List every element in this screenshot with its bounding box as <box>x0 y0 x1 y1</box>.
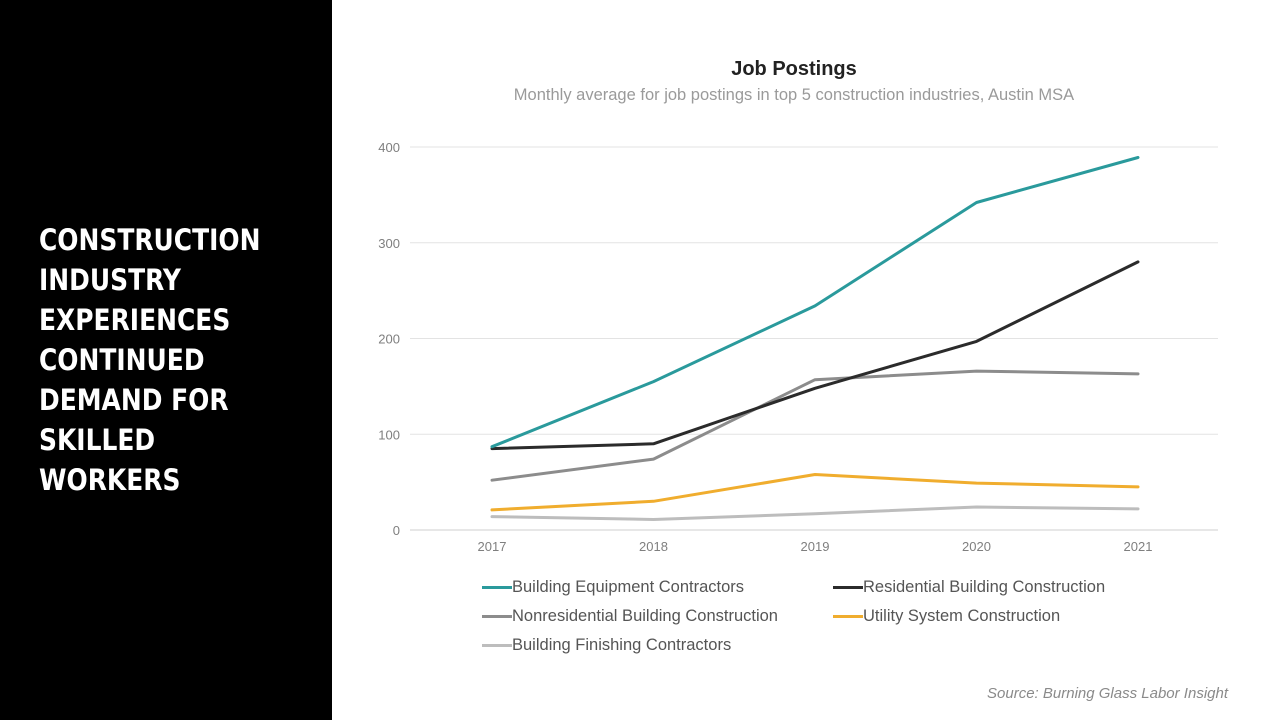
chart-title: Job Postings <box>731 58 857 80</box>
y-tick-label: 0 <box>393 523 400 538</box>
legend-item: Utility System Construction <box>833 607 1060 626</box>
x-tick-label: 2019 <box>801 539 830 554</box>
legend-label: Nonresidential Building Construction <box>512 607 778 625</box>
headline-line: WORKERS <box>39 463 181 497</box>
side-panel: CONSTRUCTION INDUSTRY EXPERIENCES CONTIN… <box>0 0 332 720</box>
series-line <box>490 473 1140 512</box>
legend-label: Utility System Construction <box>863 607 1061 625</box>
headline: CONSTRUCTION INDUSTRY EXPERIENCES CONTIN… <box>39 220 284 500</box>
legend-swatch <box>833 586 863 589</box>
series-line <box>490 260 1140 451</box>
series-line <box>490 505 1140 521</box>
legend-item: Building Equipment Contractors <box>482 578 744 597</box>
chart-legend: Building Equipment Contractors Residentia… <box>482 578 1202 668</box>
legend-swatch <box>482 644 512 647</box>
legend-label: Building Equipment Contractors <box>512 578 745 596</box>
legend-label: Residential Building Construction <box>863 578 1106 596</box>
chart-subtitle: Monthly average for job postings in top … <box>513 86 1075 104</box>
legend-swatch <box>833 615 863 618</box>
headline-line: SKILLED <box>39 423 156 457</box>
series-line <box>490 156 1140 449</box>
y-tick-label: 200 <box>378 332 400 347</box>
series-line <box>490 369 1140 482</box>
x-tick-label: 2020 <box>962 539 991 554</box>
y-tick-label: 300 <box>378 236 400 251</box>
x-tick-label: 2018 <box>639 539 668 554</box>
source-note: Source: Burning Glass Labor Insight <box>987 685 1228 702</box>
y-tick-label: 400 <box>378 140 400 155</box>
headline-line: INDUSTRY <box>39 263 181 297</box>
x-tick-label: 2021 <box>1124 539 1153 554</box>
headline-line: CONTINUED <box>39 343 205 377</box>
y-tick-label: 100 <box>378 427 400 442</box>
legend-item: Nonresidential Building Construction <box>482 607 778 626</box>
headline-line: DEMAND FOR <box>39 383 229 417</box>
legend-item: Building Finishing Contractors <box>482 636 731 655</box>
legend-item: Residential Building Construction <box>833 578 1105 597</box>
legend-swatch <box>482 615 512 618</box>
legend-swatch <box>482 586 512 589</box>
x-tick-label: 2017 <box>478 539 507 554</box>
legend-label: Building Finishing Contractors <box>512 636 732 654</box>
headline-line: CONSTRUCTION <box>39 223 261 257</box>
headline-line: EXPERIENCES <box>39 303 231 337</box>
